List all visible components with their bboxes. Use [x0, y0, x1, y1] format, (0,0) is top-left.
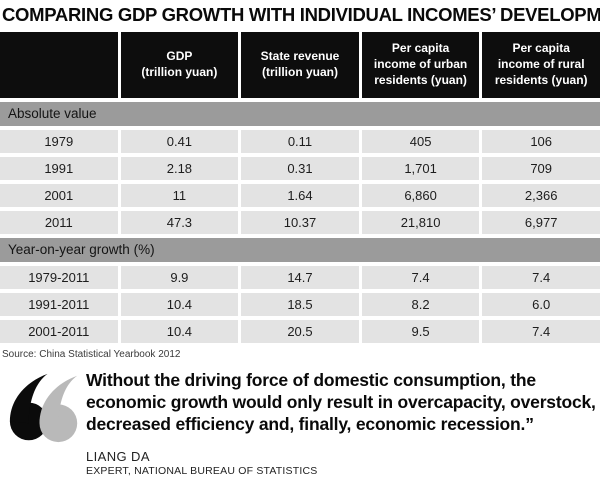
header-line: income of rural	[497, 57, 585, 72]
row-label: 1991-2011	[0, 293, 118, 316]
quote-icon	[6, 369, 86, 477]
cell-rural-income: 2,366	[482, 184, 600, 207]
quote-section: Without the driving force of domestic co…	[0, 369, 600, 477]
cell-state-revenue: 1.64	[241, 184, 359, 207]
table-row: 2011 47.3 10.37 21,810 6,977	[0, 211, 600, 234]
table-row: 2001-2011 10.4 20.5 9.5 7.4	[0, 320, 600, 343]
row-label: 1979	[0, 130, 118, 153]
cell-gdp: 47.3	[120, 211, 239, 234]
cell-urban-income: 405	[361, 130, 480, 153]
cell-rural-income: 709	[482, 157, 600, 180]
cell-gdp: 10.4	[120, 293, 239, 316]
header-line: income of urban	[373, 57, 468, 72]
cell-state-revenue: 10.37	[241, 211, 359, 234]
header-cell-state-revenue: State revenue (trillion yuan)	[241, 32, 359, 98]
cell-urban-income: 1,701	[361, 157, 480, 180]
cell-urban-income: 7.4	[361, 266, 480, 289]
quote-author: LIANG DA	[86, 448, 150, 464]
header-line: Per capita	[391, 41, 450, 56]
header-line: residents (yuan)	[494, 72, 588, 87]
cell-rural-income: 6.0	[482, 293, 600, 316]
cell-rural-income: 7.4	[482, 266, 600, 289]
cell-gdp: 10.4	[120, 320, 239, 343]
cell-gdp: 2.18	[120, 157, 239, 180]
header-line: Per capita	[512, 41, 570, 56]
row-label: 2011	[0, 211, 118, 234]
cell-gdp: 0.41	[120, 130, 239, 153]
source-note: Source: China Statistical Yearbook 2012	[2, 349, 181, 360]
table-header-row: GDP (trillion yuan) State revenue (trill…	[0, 32, 600, 98]
cell-gdp: 9.9	[120, 266, 239, 289]
table-row: 1991-2011 10.4 18.5 8.2 6.0	[0, 293, 600, 316]
header-line: (trillion yuan)	[261, 65, 338, 79]
row-label: 1979-2011	[0, 266, 118, 289]
cell-state-revenue: 14.7	[241, 266, 359, 289]
header-line: (trillion yuan)	[141, 65, 218, 79]
table-row: 1979 0.41 0.11 405 106	[0, 130, 600, 153]
cell-rural-income: 6,977	[482, 211, 600, 234]
section-band-growth: Year-on-year growth (%)	[0, 238, 600, 262]
cell-state-revenue: 0.31	[241, 157, 359, 180]
row-label: 1991	[0, 157, 118, 180]
cell-urban-income: 21,810	[361, 211, 480, 234]
table-row: 1979-2011 9.9 14.7 7.4 7.4	[0, 266, 600, 289]
header-cell-rural-income: Per capita income of rural residents (yu…	[482, 32, 600, 98]
cell-state-revenue: 0.11	[241, 130, 359, 153]
row-label: 2001-2011	[0, 320, 118, 343]
header-cell-urban-income: Per capita income of urban residents (yu…	[361, 32, 480, 98]
cell-urban-income: 9.5	[361, 320, 480, 343]
header-line: State revenue	[260, 49, 340, 64]
quote-content: Without the driving force of domestic co…	[86, 369, 596, 477]
table-row: 2001 11 1.64 6,860 2,366	[0, 184, 600, 207]
table-row: 1991 2.18 0.31 1,701 709	[0, 157, 600, 180]
cell-state-revenue: 20.5	[241, 320, 359, 343]
cell-rural-income: 7.4	[482, 320, 600, 343]
cell-state-revenue: 18.5	[241, 293, 359, 316]
page-title: COMPARING GDP GROWTH WITH INDIVIDUAL INC…	[2, 4, 600, 25]
header-line: GDP	[166, 49, 193, 64]
cell-urban-income: 6,860	[361, 184, 480, 207]
quote-author-title: EXPERT, NATIONAL BUREAU OF STATISTICS	[86, 464, 318, 477]
header-cell-gdp: GDP (trillion yuan)	[120, 32, 239, 98]
section-band-absolute-value: Absolute value	[0, 102, 600, 126]
cell-urban-income: 8.2	[361, 293, 480, 316]
cell-gdp: 11	[120, 184, 239, 207]
cell-rural-income: 106	[482, 130, 600, 153]
row-label: 2001	[0, 184, 118, 207]
quote-text: Without the driving force of domestic co…	[86, 370, 596, 435]
header-line: residents (yuan)	[374, 72, 467, 87]
header-cell-empty	[0, 32, 118, 98]
